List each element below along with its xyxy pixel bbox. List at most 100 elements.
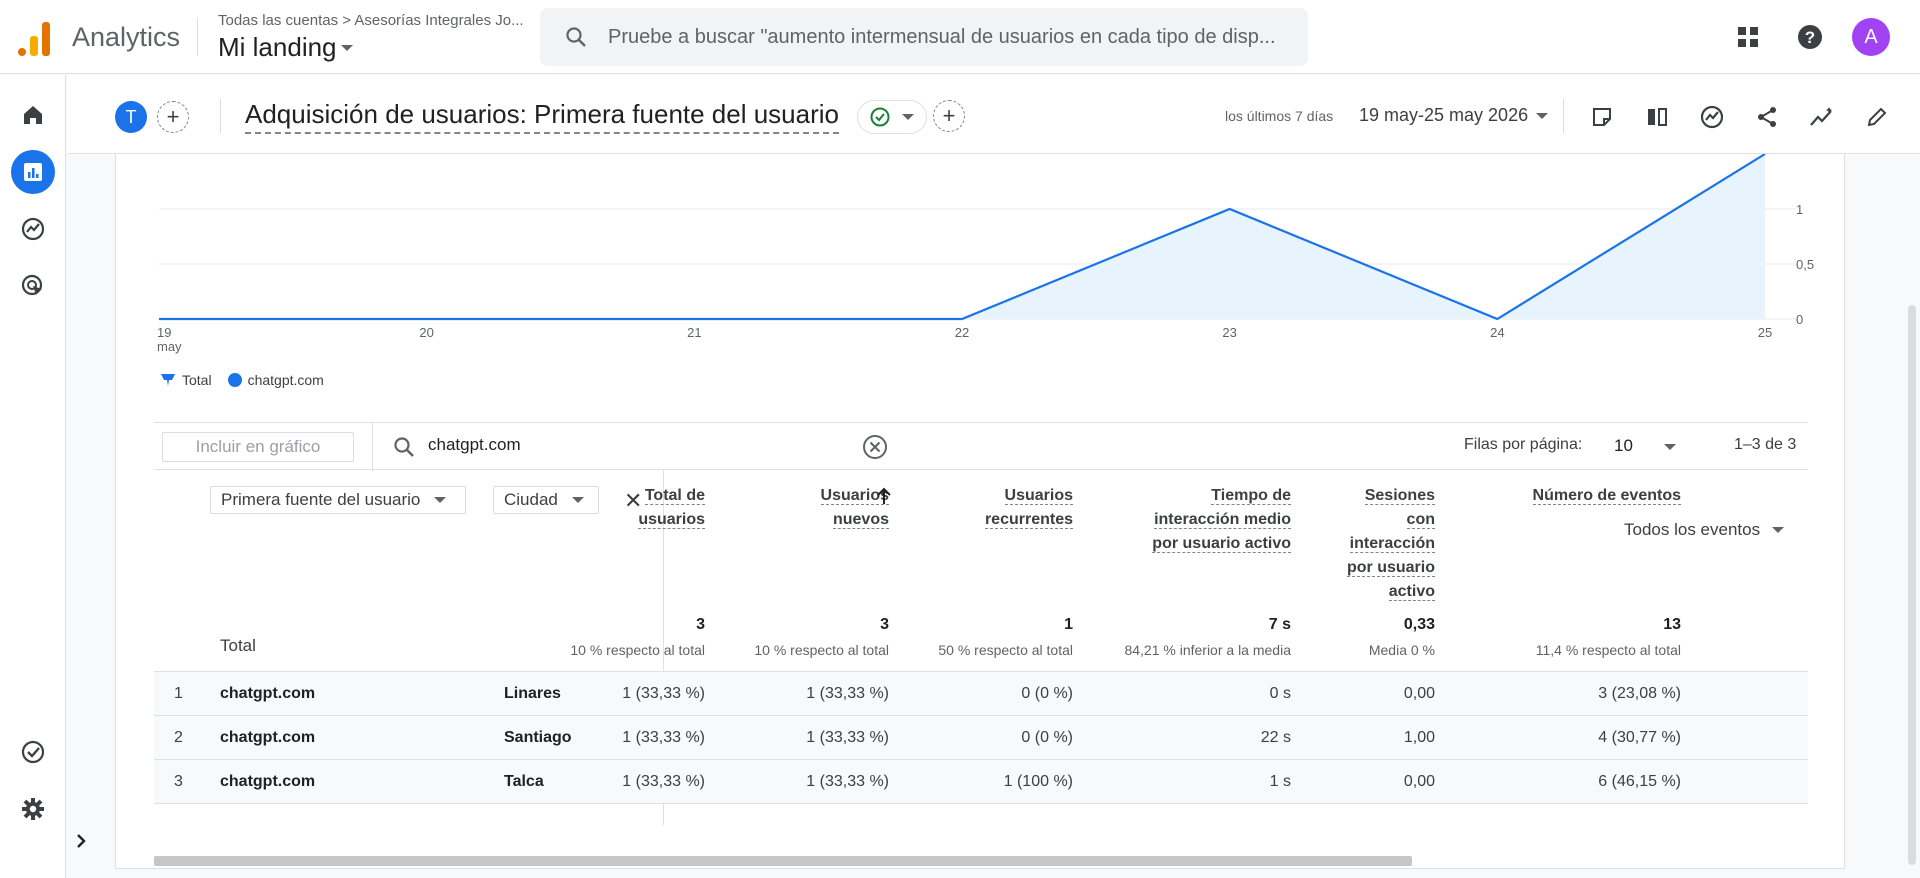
clear-search-icon[interactable]	[862, 434, 888, 460]
table-row[interactable]: 2 chatgpt.com Santiago 1 (33,33 %) 1 (33,33 …	[154, 716, 1808, 760]
check-circle-icon	[870, 107, 890, 127]
row-metric-value: 3 (23,08 %)	[1598, 685, 1681, 702]
column-header[interactable]: Tiempo de interacción medio por usuario ac…	[1111, 484, 1291, 556]
chevron-down-icon	[434, 497, 447, 503]
secondary-dimension-select[interactable]: Ciudad	[493, 486, 599, 514]
trend-sparkle-icon[interactable]	[1802, 97, 1842, 137]
series-line	[159, 154, 1766, 321]
share-icon[interactable]	[1747, 97, 1787, 137]
left-navigation	[0, 75, 66, 878]
rows-per-page-select[interactable]: 10	[1614, 436, 1633, 455]
chevron-down-icon	[902, 114, 914, 120]
include-in-chart-button[interactable]: Incluir en gráfico	[162, 432, 354, 462]
row-metric-value: 1 s	[1269, 773, 1291, 790]
total-value: 7 s	[1268, 616, 1291, 633]
edit-comparisons-icon[interactable]	[1582, 97, 1622, 137]
total-legend-icon	[161, 374, 175, 386]
total-value: 0,33	[1403, 616, 1435, 633]
divider	[197, 18, 198, 56]
search-bar[interactable]: Pruebe a buscar "aumento intermensual de…	[540, 8, 1308, 66]
events-filter-select[interactable]: Todos los eventos	[1624, 520, 1785, 540]
reports-icon[interactable]	[11, 150, 55, 194]
explore-icon[interactable]	[11, 207, 55, 251]
column-header[interactable]: Total de usuarios	[555, 484, 705, 532]
rows-per-page-label: Filas por página:	[1464, 436, 1583, 453]
row-source: chatgpt.com	[220, 685, 316, 702]
column-header[interactable]: Usuarios nuevos	[739, 484, 889, 532]
x-tick-label: 24	[1490, 325, 1504, 340]
home-icon[interactable]	[11, 93, 55, 137]
account-breadcrumb[interactable]: Todas las cuentas > Asesorías Integrales…	[218, 12, 524, 29]
report-title[interactable]: Adquisición de usuarios: Primera fuente …	[245, 99, 840, 134]
total-label: Total	[220, 636, 256, 655]
legend-dot	[227, 373, 242, 387]
primary-dimension-select[interactable]: Primera fuente del usuario	[210, 486, 466, 514]
total-value: 3	[880, 616, 889, 633]
advertising-icon[interactable]	[11, 264, 55, 308]
row-metric-value: 0,00	[1403, 773, 1435, 790]
row-metric-value: 1 (33,33 %)	[622, 773, 705, 790]
date-period-label: los últimos 7 días	[1225, 108, 1334, 124]
y-tick-label: 0	[1796, 312, 1803, 327]
search-icon	[566, 27, 586, 47]
row-metric-value: 1 (33,33 %)	[622, 685, 705, 702]
column-header-line: interacción	[1349, 535, 1435, 553]
user-avatar[interactable]: A	[1852, 18, 1890, 56]
chevron-down-icon	[571, 497, 584, 503]
sort-ascending-arrow-icon[interactable]	[876, 486, 892, 506]
configure-check-icon[interactable]	[11, 730, 55, 774]
date-range-value[interactable]: 19 may-25 may 2026	[1359, 105, 1529, 125]
table-row[interactable]: 3 chatgpt.com Talca 1 (33,33 %) 1 (33,33 %) 1…	[154, 760, 1808, 804]
row-index: 1	[174, 685, 183, 702]
analytics-logo-icon[interactable]	[18, 20, 50, 56]
add-filter-plus-icon[interactable]: +	[933, 100, 965, 132]
column-header-line: activo	[1388, 583, 1435, 601]
date-chevron-down-icon[interactable]	[1536, 113, 1548, 119]
secondary-dimension-label: Ciudad	[504, 490, 558, 509]
table-search-input[interactable]: chatgpt.com	[428, 435, 521, 454]
row-metric-value: 1 (33,33 %)	[622, 729, 705, 746]
column-header-line: Tiempo de	[1211, 487, 1291, 505]
report-header: T + Adquisición de usuarios: Primera fue…	[67, 75, 1920, 154]
total-comparison: 84,21 % inferior a la media	[1124, 642, 1291, 658]
total-comparison: 10 % respecto al total	[754, 642, 889, 658]
total-value: 3	[696, 616, 705, 633]
segment-avatar[interactable]: T	[115, 101, 147, 133]
dimension-area: Primera fuente del usuario Ciudad ✕	[154, 470, 664, 825]
expand-nav-chevron-icon[interactable]	[66, 826, 96, 856]
column-header-line: interacción medio	[1154, 511, 1291, 529]
insights-icon[interactable]	[1692, 97, 1732, 137]
totals-row: Total 3 10 % respecto al total 3 10 % respe…	[154, 600, 1808, 672]
rows-chevron-down-icon[interactable]	[1664, 444, 1676, 450]
row-city: Linares	[504, 685, 561, 702]
row-metric-value: 4 (30,77 %)	[1598, 729, 1681, 746]
total-value: 13	[1663, 616, 1681, 633]
edit-pencil-icon[interactable]	[1857, 97, 1897, 137]
column-header-line: nuevos	[832, 511, 889, 529]
y-tick-label: 0,5	[1796, 257, 1814, 272]
compare-columns-icon[interactable]	[1637, 97, 1677, 137]
row-city: Talca	[504, 773, 544, 790]
report-status-chip[interactable]	[857, 100, 927, 134]
column-header[interactable]: Usuarios recurrentes	[923, 484, 1073, 532]
series-area	[159, 154, 1765, 319]
horizontal-scrollbar[interactable]	[154, 856, 1412, 866]
table-row[interactable]: 1 chatgpt.com Linares 1 (33,33 %) 1 (33,33 %…	[154, 672, 1808, 716]
row-metric-value: 22 s	[1260, 729, 1291, 746]
column-header-line: por usuario	[1346, 559, 1435, 577]
column-header-line: usuarios	[638, 511, 705, 529]
property-selector[interactable]: Mi landing	[218, 32, 353, 63]
column-header[interactable]: Número de eventos	[1451, 484, 1681, 508]
row-metric-value: 0 (0 %)	[1021, 729, 1073, 746]
remove-dimension-close-icon[interactable]: ✕	[624, 488, 643, 513]
settings-gear-icon[interactable]	[11, 787, 55, 831]
column-header[interactable]: Sesiones con interacción por usuario activo	[1325, 484, 1435, 604]
pagination-status: 1–3 de 3	[1734, 436, 1797, 453]
add-comparison-plus-icon[interactable]: +	[157, 101, 189, 133]
vertical-scrollbar[interactable]	[1908, 305, 1916, 865]
help-icon[interactable]: ?	[1790, 17, 1830, 57]
search-icon	[394, 437, 414, 457]
apps-grid-icon[interactable]	[1728, 17, 1768, 57]
y-tick-label: 1	[1796, 202, 1803, 217]
total-value: 1	[1064, 616, 1073, 633]
